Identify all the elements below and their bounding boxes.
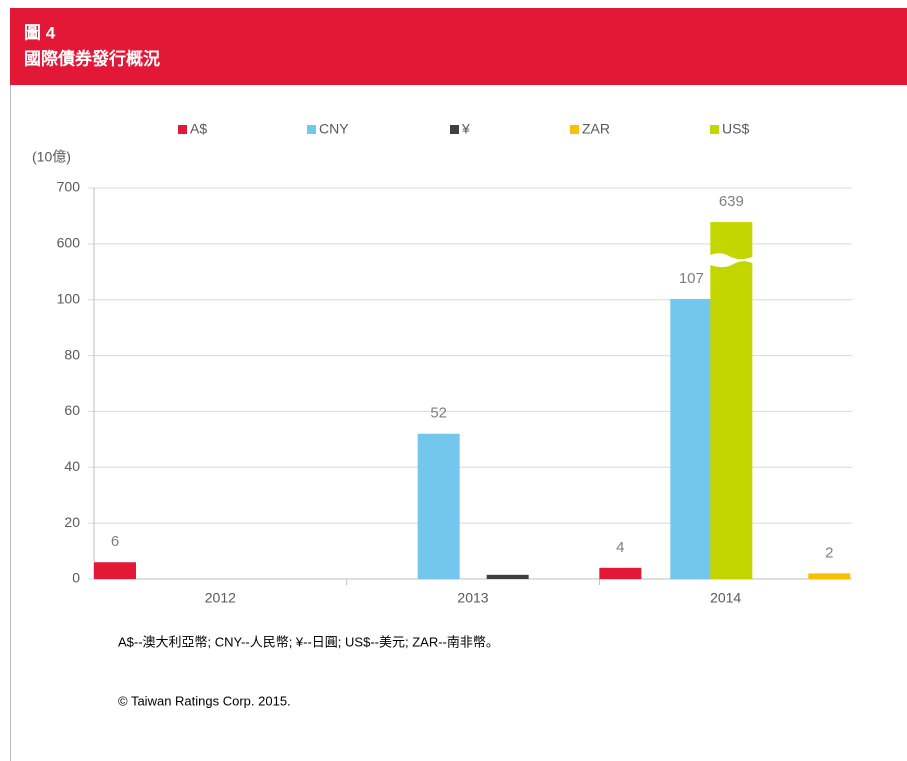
header-title: 國際債券發行概況 (24, 48, 160, 68)
data-label: 52 (430, 405, 447, 422)
legend-label: A$ (190, 121, 207, 137)
y-axis-label: (10億) (32, 149, 71, 165)
legend-swatch (450, 125, 459, 134)
y-tick-label: 700 (57, 179, 81, 195)
legend-label: US$ (722, 121, 749, 137)
data-label: 2 (825, 544, 833, 561)
legend-swatch (307, 125, 316, 134)
bar (417, 433, 460, 579)
legend-swatch (710, 125, 719, 134)
bar (710, 222, 753, 579)
legend-note: A$--澳大利亞幣; CNY--人民幣; ¥--日圓; US$--美元; ZAR… (118, 634, 499, 649)
legend-swatch (178, 125, 187, 134)
y-tick-label: 80 (64, 346, 80, 362)
bar (486, 574, 529, 579)
axis-break (668, 253, 715, 268)
legend-label: ¥ (461, 121, 470, 137)
y-tick-label: 100 (57, 290, 81, 306)
data-label: 107 (679, 270, 704, 287)
y-tick-label: 0 (72, 570, 80, 586)
bar (808, 573, 851, 579)
bar (670, 298, 713, 579)
figure-number: 圖 4 (24, 23, 56, 42)
x-tick-label: 2014 (710, 590, 741, 606)
legend-swatch (570, 125, 579, 134)
bar (599, 567, 642, 579)
bar (94, 562, 136, 579)
x-tick-label: 2012 (205, 590, 236, 606)
y-tick-label: 40 (64, 458, 80, 474)
data-label: 6 (111, 533, 119, 550)
legend-label: ZAR (582, 121, 610, 137)
copyright: © Taiwan Ratings Corp. 2015. (118, 693, 291, 708)
y-tick-label: 600 (57, 235, 81, 251)
legend-label: CNY (319, 121, 349, 137)
data-label: 4 (616, 539, 624, 556)
header-band (10, 8, 907, 85)
data-label: 639 (719, 193, 744, 210)
y-tick-label: 20 (64, 514, 80, 530)
y-tick-label: 60 (64, 402, 80, 418)
axis-break (708, 253, 755, 268)
x-tick-label: 2013 (457, 590, 488, 606)
